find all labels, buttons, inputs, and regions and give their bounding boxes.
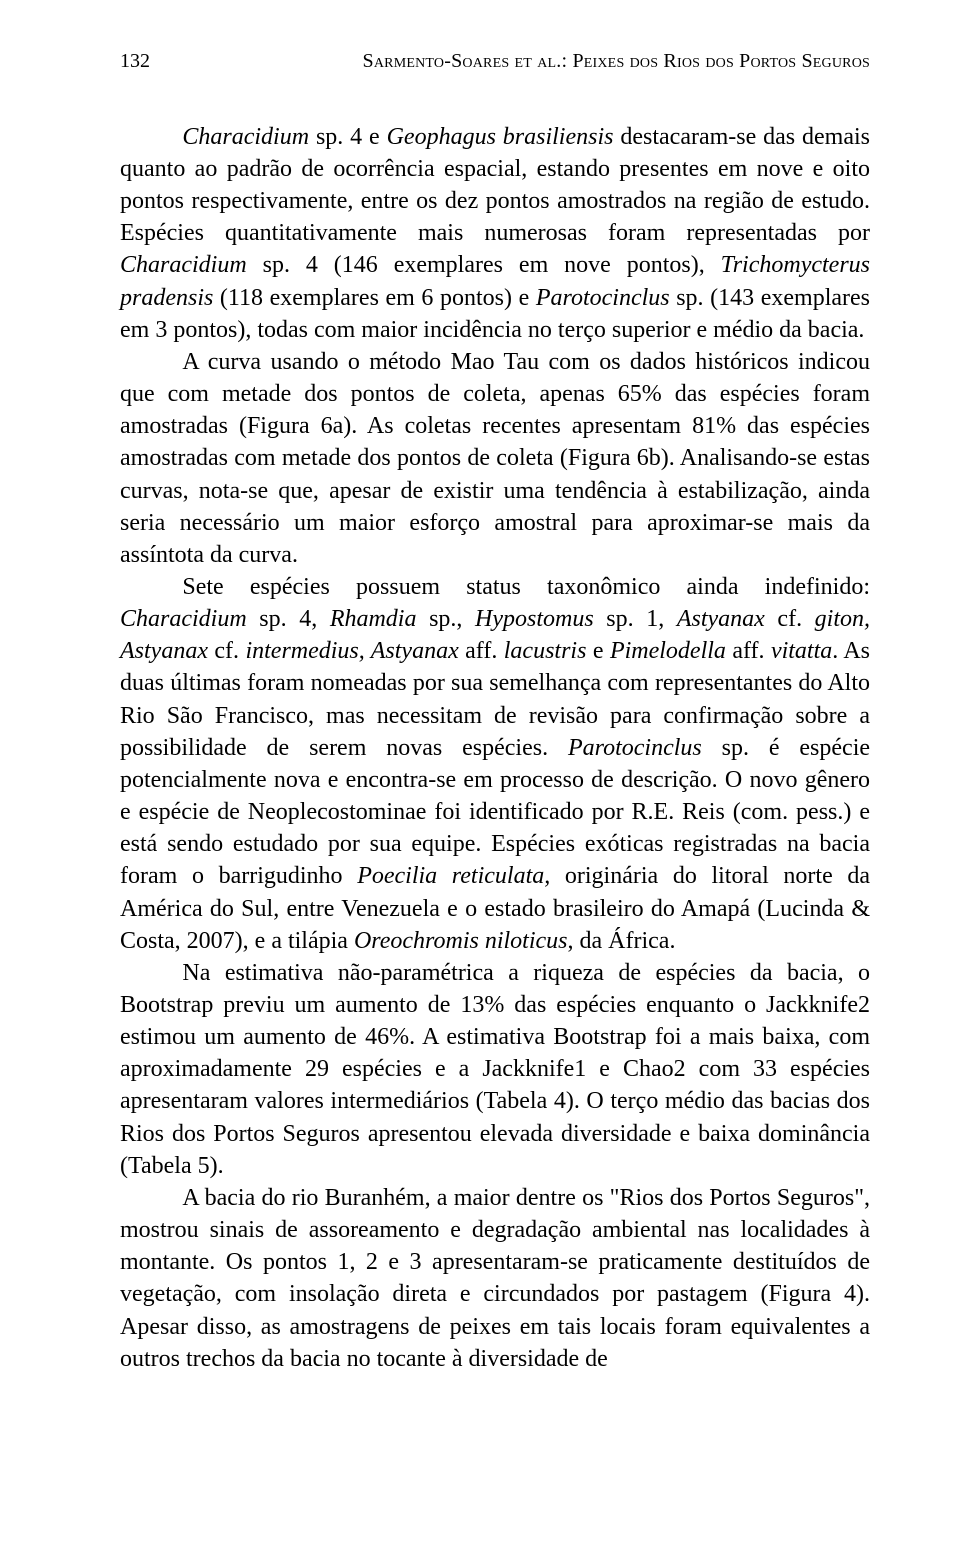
body-text: Characidium sp. 4 e Geophagus brasiliens… xyxy=(120,121,870,1375)
page: 132 Sarmento-Soares et al.: Peixes dos R… xyxy=(0,0,960,1561)
running-header: 132 Sarmento-Soares et al.: Peixes dos R… xyxy=(120,48,870,75)
paragraph-3: Sete espécies possuem status taxonômico … xyxy=(120,571,870,957)
paragraph-4: Na estimativa não-paramétrica a riqueza … xyxy=(120,957,870,1182)
paragraph-1: Characidium sp. 4 e Geophagus brasiliens… xyxy=(120,121,870,346)
paragraph-5: A bacia do rio Buranhém, a maior dentre … xyxy=(120,1182,870,1375)
running-title: Sarmento-Soares et al.: Peixes dos Rios … xyxy=(363,48,870,75)
paragraph-2: A curva usando o método Mao Tau com os d… xyxy=(120,346,870,571)
page-number: 132 xyxy=(120,48,150,75)
